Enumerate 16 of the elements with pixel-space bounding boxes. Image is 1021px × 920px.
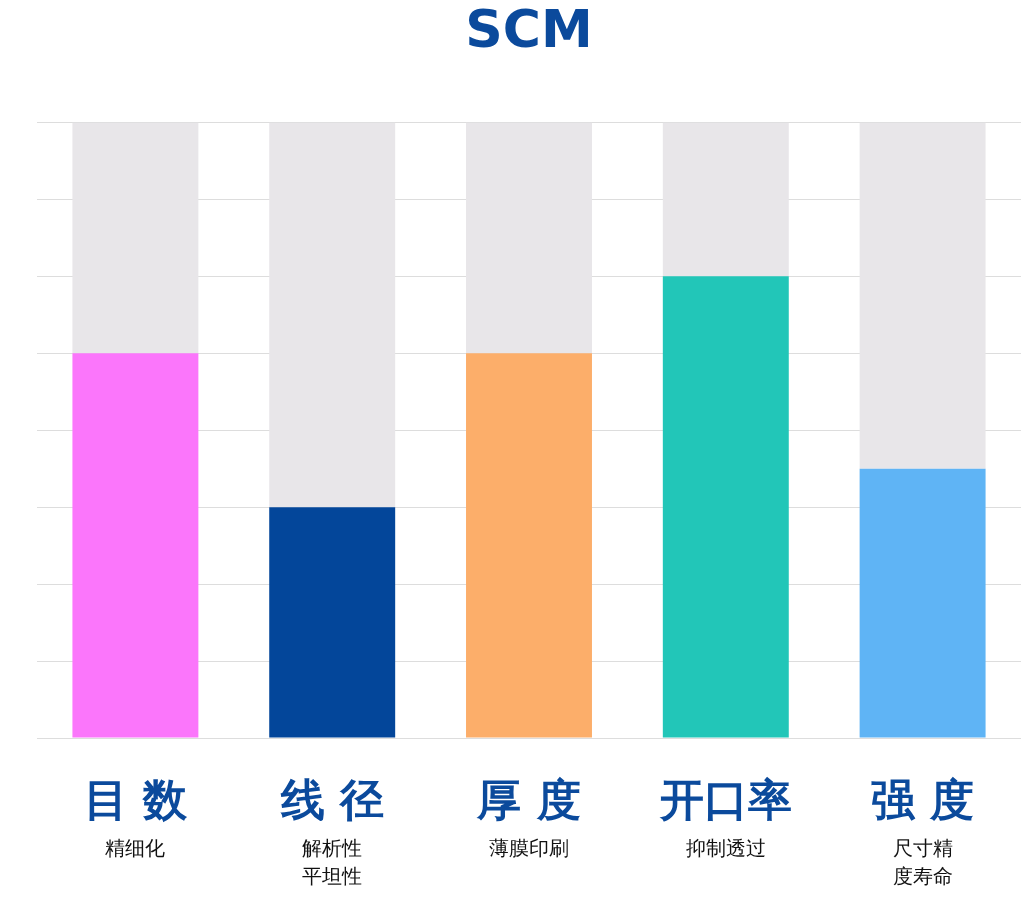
bar [466,353,592,738]
x-tick-label: 线 径 [279,774,384,826]
text: 抑制透过 [685,836,766,861]
text: 解析性平坦性 [302,836,363,889]
bar [662,276,789,738]
bar [72,353,199,738]
text: 薄膜印刷 [489,836,569,861]
chart-title: SCM [465,0,593,59]
x-tick-label: 开口率 [658,774,792,826]
bar [859,468,986,738]
x-tick-label: 目 数 [83,774,189,826]
text: 尺寸精度寿命 [892,836,953,889]
x-tick-label: 厚 度 [476,774,581,826]
bar [269,507,396,738]
x-tick-label: 强 度 [870,774,975,826]
text: 精细化 [105,836,166,861]
